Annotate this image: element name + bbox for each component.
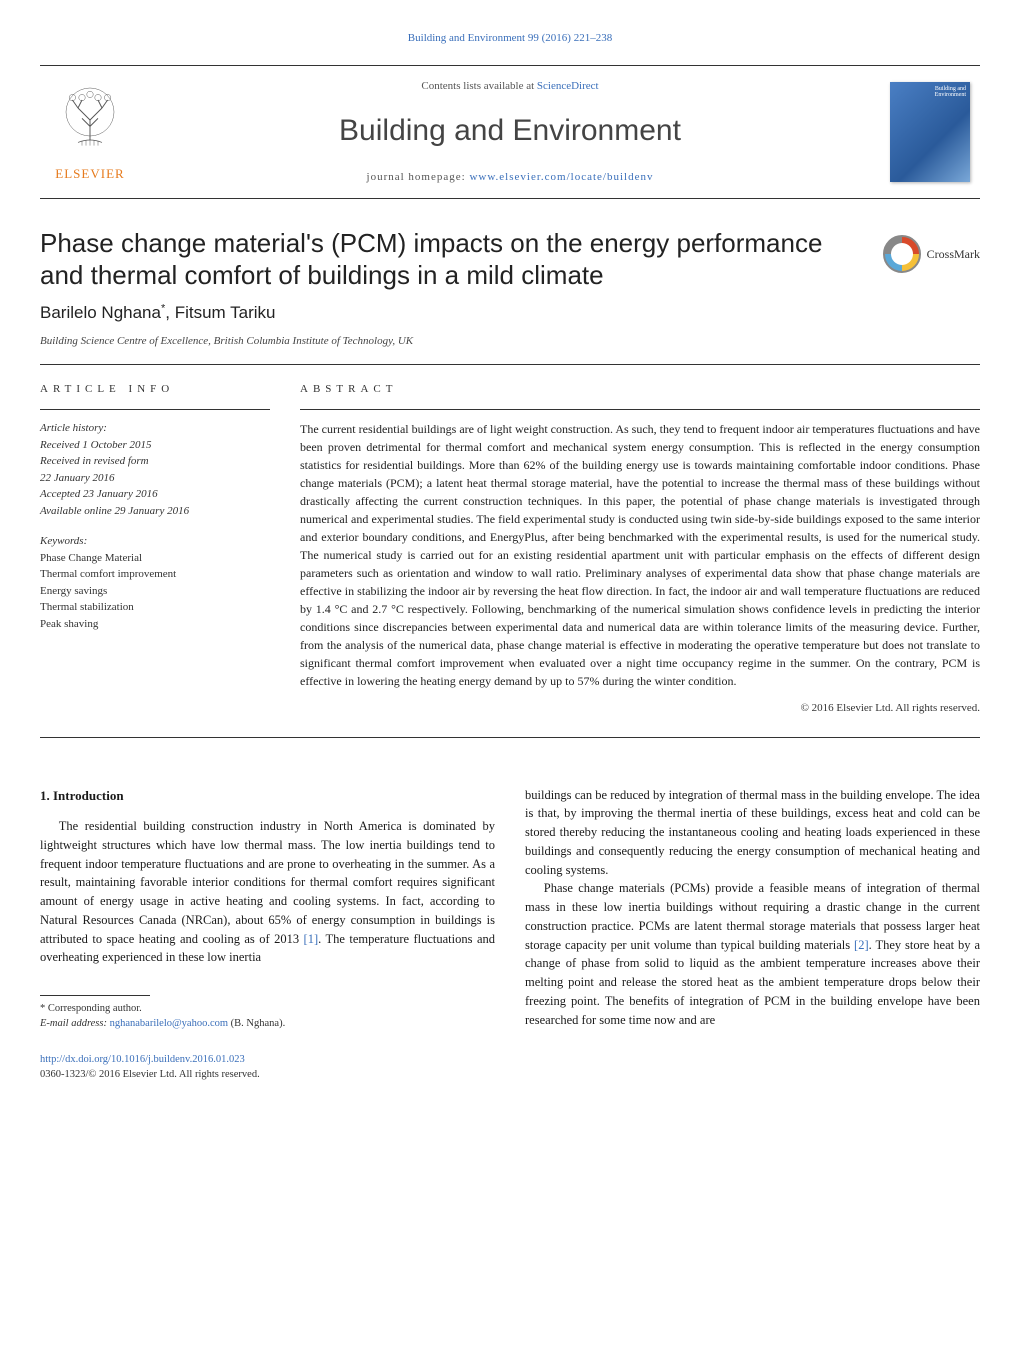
- homepage-prefix: journal homepage:: [367, 171, 470, 183]
- crossmark-badge[interactable]: CrossMark: [883, 235, 980, 273]
- history-header: Article history:: [40, 420, 270, 437]
- abstract-column: ABSTRACT The current residential buildin…: [300, 381, 980, 717]
- citation-2[interactable]: [2]: [854, 938, 869, 952]
- elsevier-tree-icon: [50, 80, 130, 160]
- affiliation: Building Science Centre of Excellence, B…: [40, 333, 980, 350]
- history-line: Accepted 23 January 2016: [40, 486, 270, 503]
- page-reference: Building and Environment 99 (2016) 221–2…: [40, 30, 980, 47]
- article-info-column: ARTICLE INFO Article history: Received 1…: [40, 381, 270, 717]
- history-line: Received in revised form: [40, 453, 270, 470]
- issn-copyright: 0360-1323/© 2016 Elsevier Ltd. All right…: [40, 1068, 495, 1083]
- article-info-label: ARTICLE INFO: [40, 381, 270, 398]
- citation-1[interactable]: [1]: [304, 932, 319, 946]
- keyword: Thermal stabilization: [40, 599, 270, 616]
- crossmark-icon: [883, 235, 921, 273]
- article-history: Article history: Received 1 October 2015…: [40, 420, 270, 519]
- keywords-block: Keywords: Phase Change Material Thermal …: [40, 533, 270, 632]
- keyword: Phase Change Material: [40, 550, 270, 567]
- body-column-right: buildings can be reduced by integration …: [525, 786, 980, 1083]
- journal-homepage-line: journal homepage: www.elsevier.com/locat…: [150, 169, 870, 186]
- history-line: 22 January 2016: [40, 470, 270, 487]
- corresponding-author-note: * Corresponding author.: [40, 1002, 495, 1017]
- cover-label: Building andEnvironment: [935, 86, 966, 99]
- section-1-heading: 1. Introduction: [40, 786, 495, 806]
- para-text: The residential building construction in…: [40, 819, 495, 946]
- body-column-left: 1. Introduction The residential building…: [40, 786, 495, 1083]
- sciencedirect-link[interactable]: ScienceDirect: [537, 80, 599, 92]
- keyword: Peak shaving: [40, 616, 270, 633]
- intro-paragraph-2: Phase change materials (PCMs) provide a …: [525, 879, 980, 1029]
- rule-bottom: [40, 737, 980, 738]
- journal-header: ELSEVIER Contents lists available at Sci…: [40, 65, 980, 199]
- history-line: Received 1 October 2015: [40, 437, 270, 454]
- history-line: Available online 29 January 2016: [40, 503, 270, 520]
- keyword: Thermal comfort improvement: [40, 566, 270, 583]
- journal-cover: Building andEnvironment: [880, 74, 980, 190]
- body-columns: 1. Introduction The residential building…: [40, 786, 980, 1083]
- keywords-header: Keywords:: [40, 533, 270, 550]
- info-rule: [40, 409, 270, 410]
- author-1: Barilelo Nghana: [40, 303, 161, 322]
- abstract-label: ABSTRACT: [300, 381, 980, 398]
- abstract-copyright: © 2016 Elsevier Ltd. All rights reserved…: [300, 700, 980, 717]
- header-center: Contents lists available at ScienceDirec…: [140, 74, 880, 190]
- intro-paragraph-1: The residential building construction in…: [40, 817, 495, 967]
- authors: Barilelo Nghana*, Fitsum Tariku: [40, 300, 980, 326]
- contents-available-line: Contents lists available at ScienceDirec…: [150, 78, 870, 95]
- abstract-text: The current residential buildings are of…: [300, 420, 980, 690]
- contents-prefix: Contents lists available at: [421, 80, 536, 92]
- journal-homepage-link[interactable]: www.elsevier.com/locate/buildenv: [469, 171, 653, 183]
- doi-link[interactable]: http://dx.doi.org/10.1016/j.buildenv.201…: [40, 1054, 245, 1065]
- abstract-rule: [300, 409, 980, 410]
- keyword: Energy savings: [40, 583, 270, 600]
- footnote-block: * Corresponding author. E-mail address: …: [40, 995, 495, 1031]
- title-row: Phase change material's (PCM) impacts on…: [40, 227, 980, 292]
- email-line: E-mail address: nghanabarilelo@yahoo.com…: [40, 1017, 495, 1032]
- journal-cover-image: Building andEnvironment: [890, 82, 970, 182]
- footnote-rule: [40, 995, 150, 996]
- publisher-logo: ELSEVIER: [40, 74, 140, 190]
- email-label: E-mail address:: [40, 1018, 110, 1029]
- journal-title: Building and Environment: [150, 108, 870, 153]
- author-email-link[interactable]: nghanabarilelo@yahoo.com: [110, 1018, 228, 1029]
- email-suffix: (B. Nghana).: [228, 1018, 285, 1029]
- footer-meta: http://dx.doi.org/10.1016/j.buildenv.201…: [40, 1053, 495, 1082]
- info-abstract-row: ARTICLE INFO Article history: Received 1…: [40, 365, 980, 737]
- intro-paragraph-1-cont: buildings can be reduced by integration …: [525, 786, 980, 880]
- article-title: Phase change material's (PCM) impacts on…: [40, 227, 863, 292]
- crossmark-label: CrossMark: [927, 245, 980, 263]
- publisher-name: ELSEVIER: [55, 164, 124, 184]
- author-2: , Fitsum Tariku: [165, 303, 275, 322]
